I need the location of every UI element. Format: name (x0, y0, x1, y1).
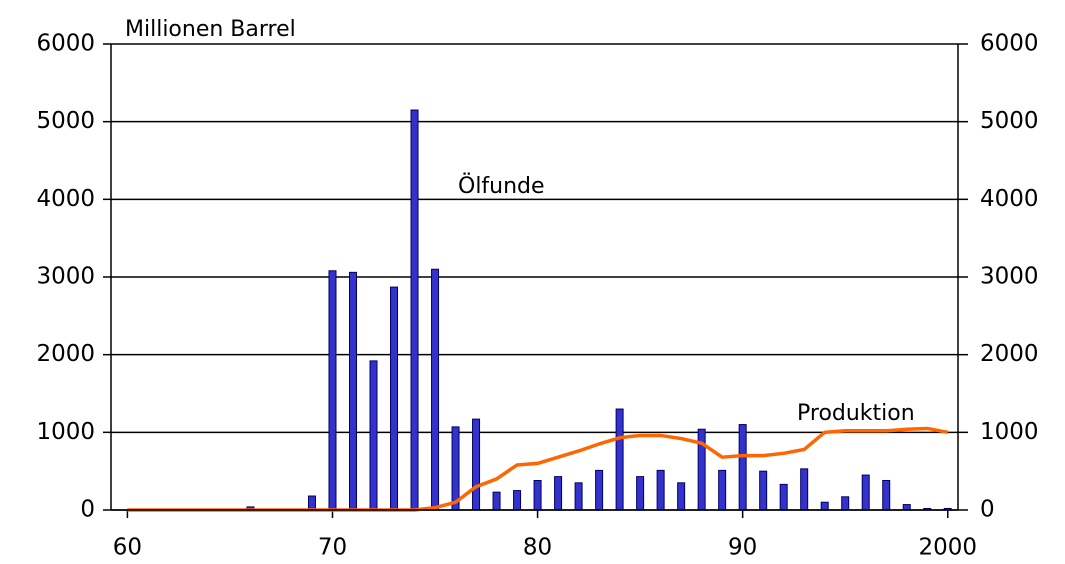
y-axis-label: Millionen Barrel (125, 17, 296, 42)
y-tick-label: 0 (80, 497, 95, 523)
y2-tick-label: 0 (980, 497, 995, 523)
x-tick-label: 80 (523, 535, 552, 561)
bar (369, 360, 378, 511)
y2-tick-label: 6000 (980, 31, 1039, 57)
bar (718, 469, 727, 511)
bar (779, 483, 788, 511)
y-tick-label: 6000 (36, 31, 95, 57)
y2-tick-label: 2000 (980, 341, 1039, 367)
bar (533, 479, 542, 511)
y2-tick-label: 3000 (980, 264, 1039, 290)
bar (513, 490, 522, 511)
bar (349, 271, 357, 511)
bar (861, 474, 870, 511)
y-tick-label: 1000 (36, 419, 95, 445)
x-tick-label: 90 (728, 535, 757, 561)
bar (636, 476, 645, 511)
bar (554, 476, 563, 511)
x-tick-label: 2000 (918, 535, 977, 561)
bar (759, 470, 768, 511)
bar (656, 469, 665, 511)
bar (574, 482, 583, 511)
bar (800, 468, 809, 511)
y-tick-label: 4000 (36, 186, 95, 212)
bar (902, 504, 911, 511)
y2-tick-label: 5000 (980, 108, 1039, 134)
bar (677, 482, 686, 511)
bar (307, 495, 316, 511)
bar (615, 408, 624, 511)
y-tick-label: 3000 (36, 264, 95, 290)
x-tick-label: 70 (318, 535, 347, 561)
bar (882, 479, 891, 511)
bar (431, 268, 440, 511)
bar (451, 426, 460, 511)
bar (841, 496, 850, 511)
y2-tick-label: 1000 (980, 419, 1039, 445)
bar (595, 469, 604, 511)
x-tick-label: 60 (113, 535, 142, 561)
y-tick-label: 2000 (36, 341, 95, 367)
bar (410, 109, 419, 511)
bar-series-annotation: Ölfunde (458, 173, 545, 199)
line-series-annotation: Produktion (797, 401, 915, 426)
bar (390, 286, 399, 511)
y2-tick-label: 4000 (980, 186, 1039, 212)
bar (472, 418, 481, 511)
bar (738, 424, 747, 511)
bar (820, 501, 829, 511)
bar (328, 270, 337, 511)
y-tick-label: 5000 (36, 108, 95, 134)
bar (492, 491, 501, 511)
